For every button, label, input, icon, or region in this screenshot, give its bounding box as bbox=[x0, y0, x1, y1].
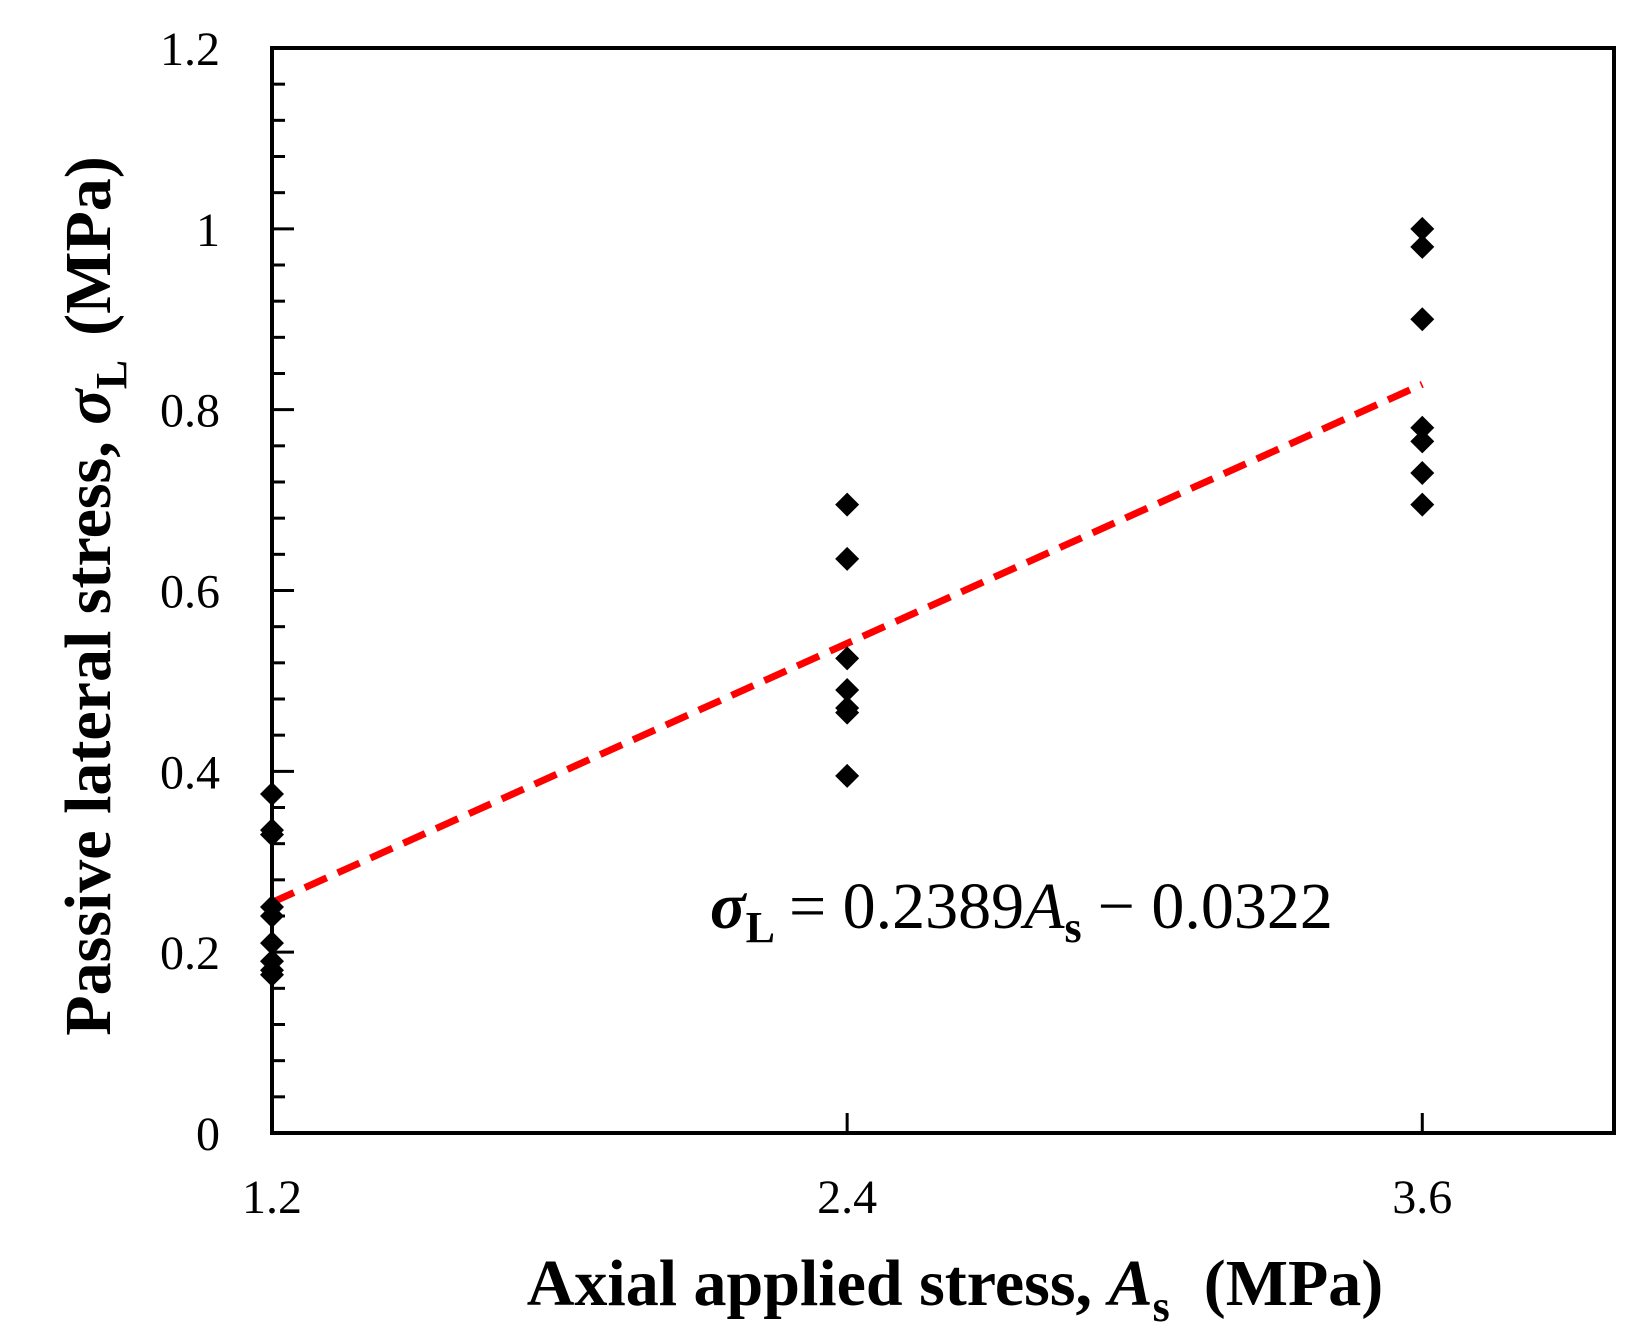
y-axis-title-main: Passive lateral stress, bbox=[52, 425, 125, 1036]
y-tick-label: 0 bbox=[196, 1108, 220, 1161]
data-point bbox=[1410, 234, 1435, 259]
x-axis-ticks: 1.2 2.4 3.6 bbox=[242, 1113, 1452, 1224]
data-point bbox=[1410, 429, 1435, 454]
data-point bbox=[835, 546, 860, 571]
equation-tail: − 0.0322 bbox=[1098, 870, 1333, 943]
equation-lhs-symbol: σ bbox=[710, 870, 748, 943]
data-point bbox=[835, 646, 860, 671]
y-axis-title-symbol: σ bbox=[52, 387, 125, 425]
equation-equals: = 0.2389 bbox=[789, 870, 1024, 943]
x-axis-title-main: Axial applied stress, bbox=[527, 1247, 1109, 1320]
y-tick-label: 1 bbox=[196, 204, 220, 257]
data-point bbox=[835, 763, 860, 788]
regression-equation: σL = 0.2389As − 0.0322 bbox=[710, 870, 1333, 952]
plot-area-frame bbox=[270, 46, 1616, 1135]
x-axis-title-unit: (MPa) bbox=[1204, 1247, 1384, 1320]
data-point bbox=[1410, 307, 1435, 332]
y-axis-title-subscript: L bbox=[87, 360, 136, 389]
y-tick-label: 1.2 bbox=[160, 23, 220, 76]
x-axis-title-symbol: A bbox=[1105, 1247, 1153, 1320]
x-tick-label: 3.6 bbox=[1392, 1171, 1452, 1224]
equation-rhs-subscript: s bbox=[1065, 903, 1082, 952]
data-point bbox=[1410, 492, 1435, 517]
y-tick-label: 0.2 bbox=[160, 927, 220, 980]
x-axis-title-subscript: s bbox=[1153, 1282, 1170, 1331]
data-point bbox=[835, 492, 860, 517]
data-point bbox=[1410, 460, 1435, 485]
data-point bbox=[835, 677, 860, 702]
y-axis-ticks: 0 0.2 0.4 0.6 0.8 1 1.2 bbox=[160, 23, 294, 1161]
y-tick-label: 0.8 bbox=[160, 385, 220, 438]
fit-line bbox=[270, 381, 1424, 906]
x-tick-label: 2.4 bbox=[817, 1171, 877, 1224]
equation-lhs-subscript: L bbox=[746, 903, 775, 952]
x-axis-title: Axial applied stress, As (MPa) bbox=[527, 1247, 1384, 1331]
y-axis-title: Passive lateral stress, σL (MPa) bbox=[52, 156, 136, 1036]
fit-line-layer bbox=[270, 381, 1424, 906]
x-tick-label: 1.2 bbox=[242, 1171, 302, 1224]
data-point bbox=[1410, 415, 1435, 440]
y-axis-title-unit: (MPa) bbox=[52, 156, 125, 336]
y-tick-label: 0.6 bbox=[160, 566, 220, 619]
equation-rhs-symbol: A bbox=[1020, 870, 1065, 943]
y-tick-label: 0.4 bbox=[160, 746, 220, 799]
data-point bbox=[1410, 216, 1435, 241]
data-point bbox=[835, 700, 860, 725]
